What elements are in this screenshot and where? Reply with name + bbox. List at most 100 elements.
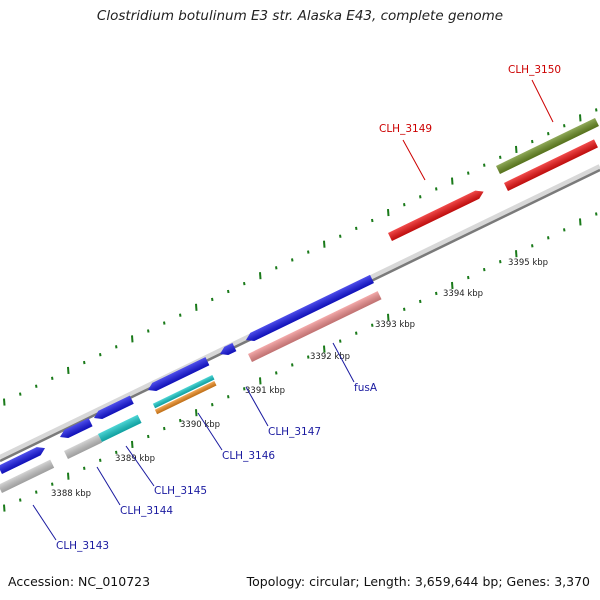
tick-mark xyxy=(275,371,278,375)
tick-mark xyxy=(195,409,198,417)
gene-label[interactable]: CLH_3149 xyxy=(379,123,432,135)
tick-mark xyxy=(83,360,86,365)
tick-mark xyxy=(3,398,6,406)
tick-mark xyxy=(595,212,598,216)
gene-leader-line xyxy=(402,139,426,181)
tick-mark xyxy=(131,335,134,343)
tick-mark xyxy=(515,250,518,258)
gene-features xyxy=(0,117,599,494)
tick-mark xyxy=(35,384,38,388)
gene-leader-line xyxy=(125,445,155,487)
tick-mark xyxy=(387,209,390,217)
tick-mark xyxy=(339,234,342,238)
gene-feature xyxy=(152,374,215,409)
gene-label[interactable]: CLH_3146 xyxy=(222,450,275,462)
kbp-label: 3393 kbp xyxy=(375,320,415,330)
tick-mark xyxy=(147,434,150,439)
tick-mark xyxy=(211,403,214,407)
kbp-label: 3392 kbp xyxy=(310,352,350,362)
gene-feature xyxy=(220,342,237,355)
accession-text: Accession: NC_010723 xyxy=(8,574,151,589)
gene-label[interactable]: CLH_3143 xyxy=(56,540,109,552)
tick-mark xyxy=(435,291,438,296)
tick-mark xyxy=(451,281,454,290)
tick-mark xyxy=(531,244,534,248)
tick-mark xyxy=(35,490,38,494)
tick-mark xyxy=(499,155,502,159)
tick-mark xyxy=(291,258,294,262)
gene-label[interactable]: CLH_3150 xyxy=(508,64,561,76)
tick-mark xyxy=(115,345,118,349)
tick-mark xyxy=(51,376,54,381)
tick-mark xyxy=(131,440,134,449)
tick-mark xyxy=(163,321,166,325)
tick-mark xyxy=(387,313,390,321)
tick-mark xyxy=(99,458,102,462)
tick-mark xyxy=(563,124,566,128)
gene-label[interactable]: CLH_3145 xyxy=(154,485,207,497)
tick-mark xyxy=(483,163,486,167)
gene-leader-line xyxy=(32,504,57,541)
tick-mark xyxy=(371,218,374,223)
kbp-label: 3388 kbp xyxy=(51,489,91,499)
gene-label[interactable]: fusA xyxy=(354,382,378,394)
tick-mark xyxy=(307,355,310,359)
tick-mark xyxy=(243,387,246,391)
gene-leader-line xyxy=(531,79,554,123)
tick-mark xyxy=(403,203,406,207)
tick-mark xyxy=(547,131,550,136)
tick-mark xyxy=(19,498,22,502)
gene-feature xyxy=(98,414,142,443)
tick-mark xyxy=(403,307,406,312)
gene-leader-line xyxy=(332,342,355,383)
gene-feature xyxy=(148,357,210,391)
tick-mark xyxy=(483,267,486,272)
tick-mark xyxy=(275,266,278,270)
gene-feature xyxy=(496,117,599,175)
tick-mark xyxy=(179,418,182,423)
genome-title: Clostridium botulinum E3 str. Alaska E43… xyxy=(96,8,504,24)
gene-feature xyxy=(504,139,598,192)
gene-leader-line xyxy=(197,412,223,451)
tick-mark xyxy=(195,303,198,311)
tick-mark xyxy=(67,472,70,480)
tick-mark xyxy=(99,353,102,357)
gene-feature xyxy=(388,190,484,242)
tick-mark xyxy=(115,450,118,455)
gene-feature xyxy=(0,459,55,494)
tick-mark xyxy=(579,218,582,226)
tick-mark xyxy=(83,466,86,470)
tick-mark xyxy=(259,272,262,280)
tick-mark xyxy=(51,482,54,486)
tick-mark xyxy=(3,504,6,512)
tick-mark xyxy=(243,281,246,286)
gene-leader-line xyxy=(245,386,269,427)
tick-mark xyxy=(515,145,518,154)
gene-feature xyxy=(60,418,93,438)
gene-feature xyxy=(154,380,217,415)
gene-labels: CLH_3143 CLH_3144 CLH_3145 CLH_3146 CLH_3147… xyxy=(32,64,561,552)
gene-label[interactable]: CLH_3147 xyxy=(268,426,321,438)
tick-mark xyxy=(67,366,70,375)
topology-summary: Topology: circular; Length: 3,659,644 bp… xyxy=(246,574,590,589)
tick-mark xyxy=(179,313,182,317)
gene-feature xyxy=(248,291,382,363)
kbp-label: 3395 kbp xyxy=(508,258,548,268)
tick-mark xyxy=(547,236,550,240)
tick-mark xyxy=(419,195,422,199)
tick-mark xyxy=(467,275,470,280)
tick-mark xyxy=(339,339,342,343)
gene-feature xyxy=(0,447,45,475)
kbp-label: 3391 kbp xyxy=(245,386,285,396)
tick-marks xyxy=(3,108,598,512)
gene-label[interactable]: CLH_3144 xyxy=(120,505,173,517)
tick-mark xyxy=(211,297,214,302)
tick-mark xyxy=(563,228,566,232)
gene-leader-line xyxy=(96,466,121,506)
tick-mark xyxy=(499,260,502,264)
tick-mark xyxy=(371,323,374,327)
tick-mark xyxy=(355,226,358,231)
tick-mark xyxy=(323,240,326,248)
tick-mark xyxy=(19,392,22,396)
